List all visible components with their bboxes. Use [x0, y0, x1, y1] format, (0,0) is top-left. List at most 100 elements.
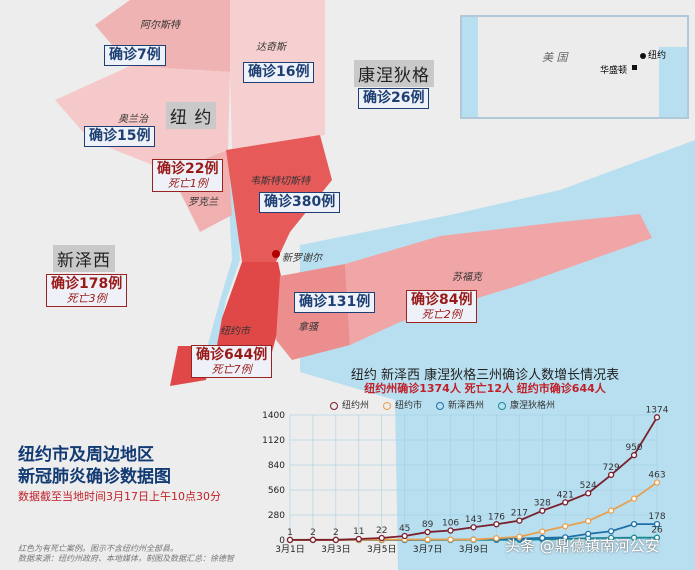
- data-point: [378, 534, 385, 542]
- data-point: [585, 530, 592, 537]
- data-label: 106: [442, 519, 459, 529]
- data-point: [607, 534, 615, 542]
- x-tick-label: 3月3日: [321, 544, 350, 555]
- data-point: [516, 533, 523, 540]
- cases-nassau: 确诊131例: [294, 292, 376, 313]
- data-label: 328: [534, 499, 551, 509]
- data-point: [585, 490, 592, 497]
- data-label: 2: [310, 528, 316, 538]
- cases-text: 确诊644例: [196, 347, 268, 363]
- chart-subtitle: 纽约州确诊1374人 死亡12人 纽约市确诊644人: [364, 382, 606, 395]
- data-point: [286, 536, 294, 544]
- deaths-text: 死亡7例: [211, 363, 252, 376]
- legend-marker-icon: [436, 401, 445, 410]
- data-label: 89: [422, 520, 434, 530]
- legend-marker-icon: [383, 401, 392, 410]
- cases-text: 确诊84例: [411, 292, 473, 308]
- data-point: [539, 507, 546, 514]
- cases-orange: 确诊15例: [84, 126, 156, 147]
- title-line1: 纽约市及周边地区: [18, 445, 154, 465]
- data-point: [653, 479, 661, 486]
- y-tick-label: 280: [268, 511, 285, 521]
- footnote-1: 红色为有死亡案例。图示不含纽约州全部县。: [18, 544, 178, 553]
- data-label: 950: [625, 443, 642, 453]
- state-new-jersey: 新泽西: [53, 245, 115, 272]
- title-line2: 新冠肺炎确诊数据图: [18, 467, 171, 487]
- inset-dc: 华盛顿: [600, 66, 628, 76]
- data-point: [653, 520, 661, 528]
- y-tick-label: 0: [279, 536, 285, 546]
- data-point: [447, 536, 454, 543]
- data-point: [516, 517, 523, 524]
- data-point: [401, 532, 408, 540]
- data-point: [562, 523, 569, 530]
- hudson-river: [205, 150, 240, 355]
- x-tick-label: 3月1日: [275, 544, 304, 555]
- state-new-york: 纽 约: [166, 102, 217, 129]
- watermark: 头条 @鼎德镇南河公安: [505, 537, 660, 555]
- data-point: [562, 534, 569, 541]
- county-orange: [55, 66, 230, 172]
- data-point: [470, 524, 477, 531]
- data-point: [309, 536, 317, 543]
- data-label: 2: [333, 528, 339, 538]
- data-label: 1: [287, 528, 293, 538]
- data-label: 524: [580, 481, 597, 491]
- legend-marker-icon: [498, 401, 507, 410]
- inset-dc-square: [632, 65, 637, 70]
- y-tick-label: 1120: [262, 436, 285, 446]
- cases-connecticut: 确诊26例: [358, 88, 430, 109]
- x-tick-label: 3月7日: [413, 544, 442, 555]
- data-point: [539, 528, 546, 535]
- inset-pacific: [462, 17, 478, 117]
- data-point: [470, 536, 477, 543]
- data-point: [607, 471, 615, 479]
- inset-map: 美 国 纽约 华盛顿: [460, 15, 689, 119]
- cases-new-jersey: 确诊178例 死亡3例: [46, 274, 128, 307]
- data-label: 421: [557, 490, 574, 500]
- data-label: 463: [648, 471, 665, 481]
- data-point: [562, 499, 569, 506]
- label-orange: 奥兰治: [118, 114, 148, 125]
- y-tick-label: 1400: [262, 411, 285, 421]
- label-ulster: 阿尔斯特: [140, 20, 180, 31]
- cases-rockland: 确诊22例 死亡1例: [152, 159, 224, 192]
- data-label: 143: [465, 515, 482, 525]
- data-point: [607, 528, 615, 535]
- legend-item: 纽约州: [330, 398, 369, 411]
- data-point: [630, 534, 638, 541]
- data-point: [539, 534, 546, 542]
- label-nyc: 纽约市: [220, 326, 250, 337]
- new-rochelle-marker: [272, 250, 280, 258]
- data-label: 1374: [646, 405, 669, 415]
- cases-dutchess: 确诊16例: [243, 62, 315, 83]
- data-point: [493, 535, 500, 542]
- as-of-date: 数据截至当地时间3月17日上午10点30分: [18, 490, 221, 503]
- data-point: [630, 495, 638, 502]
- data-point: [653, 414, 661, 421]
- label-new-rochelle: 新罗谢尔: [282, 253, 322, 264]
- legend-item: 新泽西州: [436, 398, 484, 411]
- data-point: [332, 536, 340, 543]
- data-label: 217: [511, 509, 528, 519]
- label-dutchess: 达奇斯: [256, 42, 286, 53]
- data-point: [493, 521, 500, 528]
- data-point: [630, 520, 638, 528]
- data-label: 176: [488, 512, 505, 522]
- label-westchester: 韦斯特切斯特: [250, 176, 310, 187]
- data-label: 22: [376, 526, 387, 536]
- y-tick-label: 560: [268, 486, 285, 496]
- data-point: [424, 528, 431, 536]
- data-label: 178: [648, 512, 665, 522]
- deaths-text: 死亡1例: [167, 177, 208, 190]
- chart-legend: 纽约州 纽约市 新泽西州 康涅狄格州: [330, 398, 555, 411]
- data-label: 729: [603, 463, 620, 473]
- data-label: 45: [399, 524, 410, 534]
- data-label: 11: [353, 527, 364, 537]
- x-tick-label: 3月9日: [459, 544, 488, 555]
- inset-country: 美 国: [542, 51, 568, 64]
- label-suffolk: 苏福克: [452, 272, 482, 283]
- deaths-text: 死亡3例: [66, 292, 107, 305]
